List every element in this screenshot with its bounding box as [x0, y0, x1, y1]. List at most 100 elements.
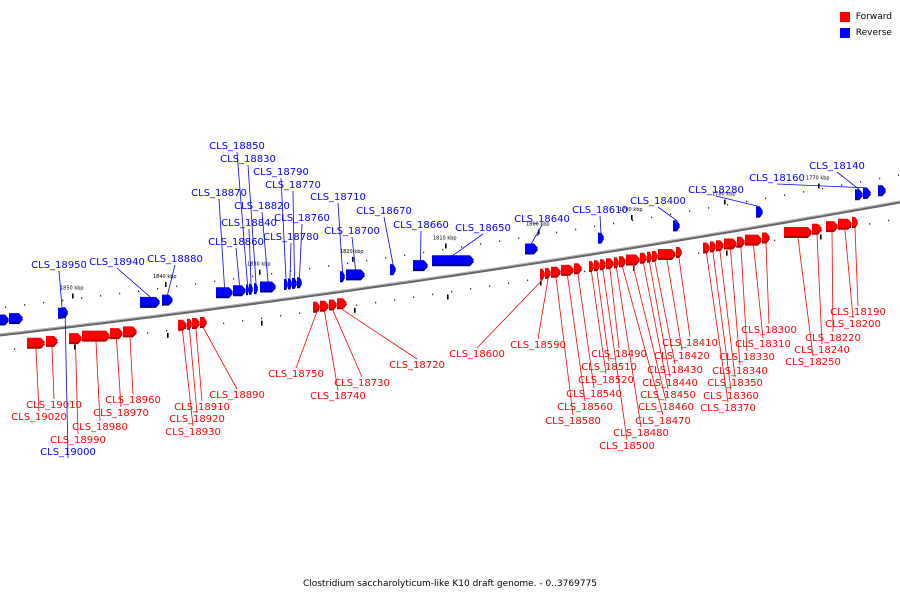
- minor-tick-upper: [62, 299, 64, 302]
- gene-label-cls-18480: CLS_18480: [613, 428, 669, 439]
- gene-label-cls-18750: CLS_18750: [268, 369, 324, 380]
- leader-line: [831, 232, 834, 333]
- minor-tick-lower: [375, 301, 377, 304]
- leader-line: [816, 234, 823, 345]
- gene-arrow-cls-18660: [413, 260, 428, 270]
- leader-line: [247, 164, 257, 284]
- kbp-tick-label: 1800 kbp: [526, 221, 550, 227]
- gene-arrow-cls-18520: [589, 261, 594, 271]
- gene-label-cls-18450: CLS_18450: [640, 390, 696, 401]
- gene-label-cls-18930: CLS_18930: [165, 427, 221, 438]
- minor-tick-lower: [166, 329, 168, 332]
- gene-label-cls-18850: CLS_18850: [209, 141, 265, 152]
- minor-tick-upper: [157, 287, 159, 290]
- minor-tick-upper: [480, 243, 482, 245]
- gene-label-cls-18950: CLS_18950: [31, 260, 87, 271]
- legend-reverse-label: Reverse: [855, 28, 892, 38]
- kbp-tick-label: 1770 kbp: [806, 176, 830, 182]
- major-tick-lower: [261, 320, 263, 326]
- gene-label-cls-18790: CLS_18790: [253, 167, 309, 178]
- gene-arrow-cls-18280: [756, 206, 763, 216]
- gene-arrow-cls-18510: [594, 260, 600, 270]
- leader-line: [129, 337, 134, 395]
- gene-arrow-cls-18420: [658, 249, 676, 258]
- leader-line: [51, 346, 55, 400]
- leader-line: [167, 264, 176, 295]
- figure-caption: Clostridium saccharolyticum-like K10 dra…: [302, 579, 598, 589]
- minor-tick-upper: [670, 213, 672, 216]
- gene-label-cls-18400: CLS_18400: [630, 196, 686, 207]
- minor-tick-lower: [508, 282, 510, 284]
- minor-tick-lower: [527, 279, 529, 282]
- minor-tick-lower: [850, 226, 852, 228]
- minor-tick-lower: [869, 223, 871, 225]
- gene-label-cls-18430: CLS_18430: [647, 365, 703, 376]
- major-tick: [631, 214, 633, 220]
- minor-tick-lower: [280, 315, 282, 317]
- gene-label-cls-18610: CLS_18610: [572, 205, 628, 216]
- minor-tick-upper: [24, 304, 26, 306]
- minor-tick-upper: [556, 231, 558, 234]
- minor-tick-upper: [195, 283, 197, 285]
- leader-line: [537, 278, 549, 340]
- gene-arrow-cls-18980: [82, 330, 110, 340]
- minor-tick-upper: [366, 259, 368, 262]
- gene-arrow-unlabeled: [0, 314, 9, 324]
- minor-tick-upper: [575, 228, 577, 231]
- gene-arrow-cls-18340: [724, 238, 737, 248]
- gene-label-cls-18730: CLS_18730: [334, 378, 390, 389]
- leader-line: [420, 230, 422, 261]
- minor-tick-upper: [632, 219, 634, 222]
- minor-tick-upper: [537, 234, 539, 237]
- leader-line: [616, 268, 642, 428]
- gene-arrow-cls-18790: [284, 279, 288, 288]
- gene-label-cls-18960: CLS_18960: [105, 395, 161, 406]
- kbp-tick-label: 1830 kbp: [247, 262, 271, 268]
- leader-line: [218, 198, 225, 288]
- gene-label-cls-18980: CLS_18980: [72, 422, 128, 433]
- minor-tick-lower: [299, 312, 301, 314]
- major-tick-lower: [167, 332, 169, 338]
- gene-label-cls-18360: CLS_18360: [703, 391, 759, 402]
- gene-arrow-unlabeled: [878, 185, 886, 195]
- gene-arrow-cls-18370: [703, 242, 710, 252]
- gene-arrow-cls-18500: [600, 259, 606, 269]
- leader-line: [740, 247, 748, 352]
- leader-line: [35, 348, 40, 412]
- minor-tick-upper: [100, 295, 102, 297]
- gene-label-cls-18460: CLS_18460: [638, 402, 694, 413]
- major-tick: [445, 243, 447, 249]
- leader-line: [95, 341, 101, 422]
- minor-tick-upper: [822, 187, 824, 190]
- gene-arrow-cls-18750: [313, 301, 320, 311]
- gene-arrow-cls-18400: [673, 220, 680, 230]
- gene-label-cls-18580: CLS_18580: [545, 416, 601, 427]
- kbp-tick-label: 1810 kbp: [433, 235, 457, 241]
- gene-label-cls-18520: CLS_18520: [578, 375, 634, 386]
- gene-arrow-cls-18820: [260, 281, 276, 291]
- leader-lines: [35, 151, 868, 459]
- gene-arrow-cls-18640: [525, 243, 538, 253]
- minor-tick-upper: [176, 285, 178, 288]
- minor-tick-lower: [242, 320, 244, 322]
- gene-arrow-cls-18860: [233, 285, 246, 295]
- gene-label-cls-18970: CLS_18970: [93, 408, 149, 419]
- minor-tick-upper: [499, 240, 501, 242]
- leader-line: [337, 202, 343, 272]
- gene-label-cls-18880: CLS_18880: [147, 254, 203, 265]
- leader-line: [776, 183, 868, 189]
- leader-line: [64, 307, 69, 459]
- leader-line: [203, 327, 238, 390]
- leader-line: [341, 308, 418, 360]
- minor-tick-upper: [423, 251, 425, 254]
- gene-label-cls-18840: CLS_18840: [221, 218, 277, 229]
- minor-tick-lower: [584, 270, 586, 273]
- forward-swatch: [839, 12, 850, 22]
- leader-line: [383, 216, 394, 265]
- minor-tick-upper: [5, 306, 7, 308]
- gene-label-cls-19010: CLS_19010: [26, 400, 82, 411]
- minor-tick-upper: [119, 292, 121, 295]
- minor-tick-upper: [518, 237, 520, 240]
- minor-tick-upper: [727, 204, 729, 206]
